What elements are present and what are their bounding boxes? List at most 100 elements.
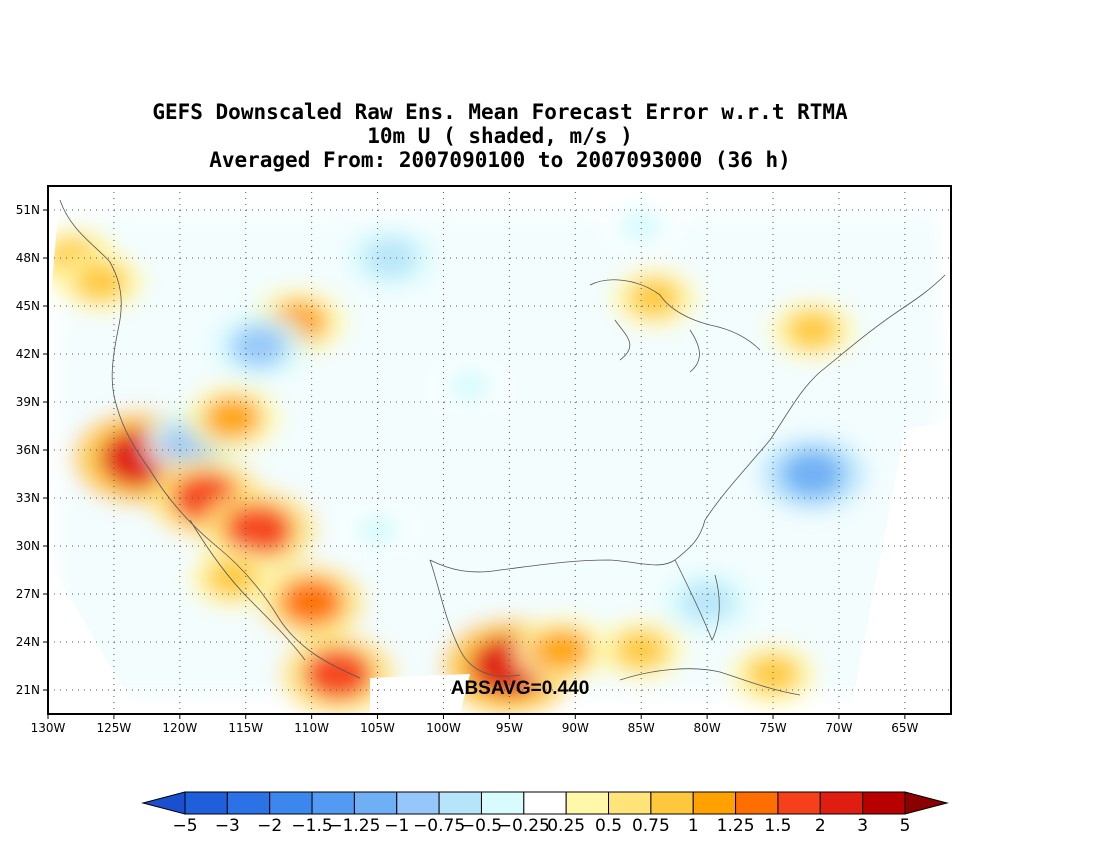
colorbar-label: −1.5 — [291, 816, 332, 836]
sw-mexico-positive-core — [303, 648, 373, 700]
mask-ne — [940, 186, 951, 430]
florida-coastline — [674, 559, 720, 641]
florida-negative-core — [681, 582, 734, 622]
new-england-positive-core — [786, 310, 839, 350]
coastlines — [59, 199, 946, 696]
lat-label: 51N — [16, 203, 40, 217]
lat-label: 27N — [16, 587, 40, 601]
colorbar-label: 0.75 — [632, 816, 670, 836]
lon-label: 65W — [891, 721, 918, 735]
atlantic-coastline — [704, 274, 946, 521]
lat-label: 48N — [16, 251, 40, 265]
colorbar-swatch — [311, 791, 355, 815]
lon-label: 120W — [162, 721, 197, 735]
lon-label: 75W — [759, 721, 786, 735]
lat-label: 39N — [16, 395, 40, 409]
longitude-labels: 130W 125W 120W 115W 110W 105W 100W 95W 90W 85W 80W… — [31, 714, 919, 735]
shaded-field — [48, 186, 951, 714]
atlantic-negative-core — [780, 450, 845, 498]
lat-label: 33N — [16, 491, 40, 505]
great-lakes-positive-core — [628, 278, 681, 318]
idaho-negative-core — [230, 324, 288, 368]
colorbar-swatch — [777, 791, 821, 815]
lat-label: 30N — [16, 539, 40, 553]
absavg-annotation: ABSAVG=0.440 — [451, 678, 590, 699]
lat-label: 24N — [16, 635, 40, 649]
colorbar-label: −1 — [384, 816, 409, 836]
colorbar-swatch — [819, 791, 864, 815]
lon-label: 100W — [426, 721, 461, 735]
colorbar-label: −5 — [172, 816, 197, 836]
colorbar-swatch — [226, 791, 271, 815]
colorbar-swatch — [862, 791, 906, 815]
washington-positive-core — [74, 262, 127, 302]
colorbar-swatch — [184, 791, 228, 815]
colorbar-swatch — [480, 791, 525, 815]
colorbar-swatch — [608, 791, 652, 815]
colorbar-swatch — [735, 791, 779, 815]
colorbar-label: 1.25 — [717, 816, 755, 836]
arizona-positive-core — [224, 504, 294, 556]
lon-label: 110W — [294, 721, 329, 735]
caribbean-positive-core — [747, 654, 800, 694]
colorbar-label: 3 — [857, 816, 868, 836]
lon-label: 95W — [496, 721, 523, 735]
lat-label: 42N — [16, 347, 40, 361]
colorbar-label: 0.5 — [595, 816, 622, 836]
colorbar-high-arrow — [904, 791, 949, 815]
title-line-1: GEFS Downscaled Raw Ens. Mean Forecast E… — [152, 100, 848, 124]
colorbar-swatch — [438, 791, 482, 815]
lon-label: 80W — [694, 721, 721, 735]
texas-negative-core — [354, 512, 401, 548]
colorbar-label: 0.25 — [547, 816, 585, 836]
colorbar-label: −0.25 — [498, 816, 550, 836]
gulf-central-positive-core — [533, 628, 591, 672]
colorbar-swatch — [353, 791, 398, 815]
colorbar-swatch — [692, 791, 737, 815]
lat-label: 45N — [16, 299, 40, 313]
map-title: GEFS Downscaled Raw Ens. Mean Forecast E… — [0, 100, 1000, 172]
colorbar-swatch — [396, 791, 440, 815]
cuba-coastline — [619, 668, 801, 696]
gulf-coastline — [429, 519, 706, 573]
gulf-east-positive-core — [615, 630, 668, 670]
mexico-west-positive-core — [280, 578, 344, 626]
title-line-3: Averaged From: 2007090100 to 2007093000 … — [209, 148, 791, 172]
colorbar-label: 1.5 — [764, 816, 791, 836]
pacific-coastline — [59, 199, 361, 679]
colorbar: −5 −3 −2 −1.5−1.25 −1 −0.75−0.5−0.250.25 0.5 0.… — [141, 791, 949, 836]
colorbar-swatch — [269, 791, 313, 815]
colorbar-label: −0.75 — [413, 816, 465, 836]
field-blobs — [48, 198, 940, 714]
colorbar-label: −2 — [257, 816, 282, 836]
lat-label: 21N — [16, 683, 40, 697]
title-line-2: 10m U ( shaded, m/s ) — [367, 124, 633, 148]
colorbar-swatch — [523, 791, 567, 815]
colorbar-label: 5 — [900, 816, 911, 836]
lat-label: 36N — [16, 443, 40, 457]
lon-label: 105W — [360, 721, 395, 735]
baja-positive-core — [206, 558, 259, 598]
colorbar-label: 1 — [688, 816, 699, 836]
latitude-labels: 51N 48N 45N 42N 39N 36N 33N 30N 27N 24N 21N — [16, 203, 48, 697]
colorbar-low-arrow — [141, 791, 186, 815]
lon-label: 70W — [825, 721, 852, 735]
mask-se — [850, 420, 951, 714]
colorbar-label: −0.5 — [461, 816, 502, 836]
lon-label: 85W — [628, 721, 655, 735]
lon-label: 90W — [562, 721, 589, 735]
baja-coastline — [189, 519, 306, 661]
mexico-gulf-coastline — [429, 559, 521, 677]
colorbar-swatch — [650, 791, 694, 815]
colorbar-label: 2 — [815, 816, 826, 836]
ontario-negative-core — [618, 208, 665, 244]
colorbar-swatch — [565, 791, 610, 815]
mask-sw — [48, 560, 130, 714]
utah-positive-core — [203, 396, 262, 440]
mask-south-gap — [370, 674, 470, 714]
colorbar-label: −3 — [215, 816, 240, 836]
lon-label: 125W — [97, 721, 132, 735]
great-lakes-outline — [589, 279, 761, 373]
lon-label: 115W — [228, 721, 263, 735]
